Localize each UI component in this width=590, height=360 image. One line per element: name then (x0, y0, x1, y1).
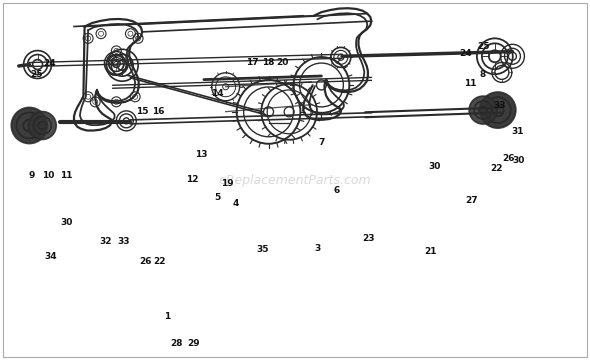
Text: 22: 22 (490, 164, 503, 173)
Text: 33: 33 (117, 237, 130, 246)
Text: 30: 30 (429, 162, 441, 171)
Text: 24: 24 (43, 59, 55, 68)
Text: 29: 29 (188, 339, 200, 348)
Text: 13: 13 (195, 150, 207, 159)
Text: 12: 12 (186, 175, 198, 184)
Text: 4: 4 (233, 199, 240, 208)
Text: 34: 34 (45, 252, 57, 261)
Text: 27: 27 (465, 196, 478, 205)
Text: 3: 3 (314, 244, 320, 253)
Text: 24: 24 (459, 49, 472, 58)
Circle shape (11, 108, 47, 143)
Text: 20: 20 (276, 58, 289, 67)
Text: 11: 11 (464, 79, 476, 88)
Text: 10: 10 (42, 171, 54, 180)
Text: 17: 17 (247, 58, 259, 67)
Text: 9: 9 (28, 171, 35, 180)
Text: 1: 1 (164, 312, 170, 321)
Text: 23: 23 (362, 234, 375, 243)
Text: 33: 33 (493, 101, 506, 110)
Text: 31: 31 (511, 127, 523, 136)
Text: 32: 32 (100, 237, 112, 246)
Circle shape (480, 92, 516, 128)
Circle shape (28, 112, 56, 139)
Text: 7: 7 (318, 138, 325, 147)
Text: 15: 15 (136, 107, 149, 116)
Text: 8: 8 (480, 70, 486, 79)
Text: 14: 14 (211, 89, 224, 98)
Text: 25: 25 (477, 42, 489, 51)
Text: 30: 30 (512, 156, 525, 165)
Text: 16: 16 (152, 107, 165, 116)
Text: 11: 11 (60, 171, 72, 180)
Text: eReplacementParts.com: eReplacementParts.com (219, 174, 371, 186)
Text: 30: 30 (61, 218, 73, 227)
Text: 26: 26 (502, 154, 514, 163)
Text: 22: 22 (153, 257, 166, 266)
Text: 35: 35 (257, 246, 269, 255)
Text: 28: 28 (170, 339, 182, 348)
Text: 25: 25 (30, 70, 42, 79)
Text: 18: 18 (263, 58, 275, 67)
Circle shape (469, 96, 497, 124)
Text: 26: 26 (139, 257, 152, 266)
Text: 19: 19 (221, 179, 234, 188)
Text: 6: 6 (333, 186, 339, 195)
Text: 5: 5 (214, 193, 221, 202)
Text: 21: 21 (424, 247, 437, 256)
